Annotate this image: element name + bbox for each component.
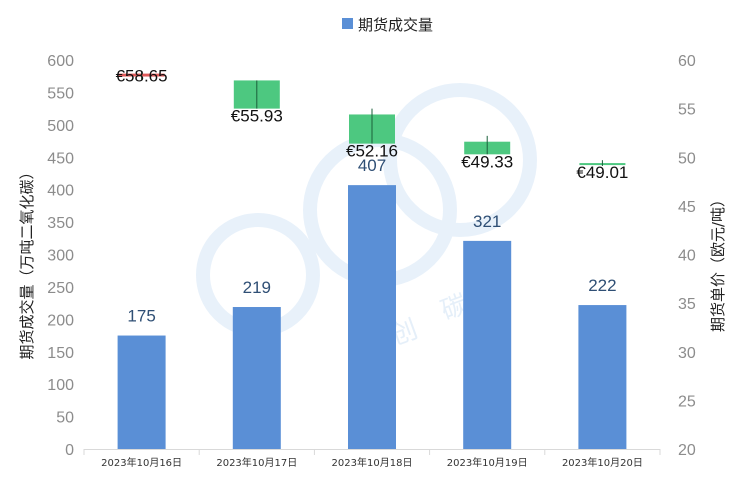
bar bbox=[463, 240, 512, 449]
price-label: €49.33 bbox=[461, 152, 513, 171]
y-left-tick-label: 350 bbox=[47, 215, 74, 232]
y-left-tick-label: 0 bbox=[65, 442, 74, 459]
y-right-axis: 20 25 30 35 40 45 50 55 60 bbox=[678, 53, 696, 459]
x-tick-label: 2023年10月16日 bbox=[101, 456, 182, 469]
bar-series: 175 219 407 321 222 bbox=[117, 156, 627, 449]
y-left-tick-label: 600 bbox=[47, 53, 74, 70]
x-axis: 2023年10月16日 2023年10月17日 2023年10月18日 2023年10… bbox=[83, 449, 661, 469]
price-series: €58.65 €55.93 €52.16 €49.33 €49.01 bbox=[116, 67, 629, 182]
x-tick-label: 2023年10月19日 bbox=[447, 456, 528, 469]
y-right-tick-label: 20 bbox=[678, 442, 696, 459]
x-tick-label: 2023年10月18日 bbox=[332, 456, 413, 469]
y-left-axis: 0 50 100 150 200 250 300 350 400 450 500 550 600 bbox=[47, 53, 74, 459]
bar-value-label: 222 bbox=[588, 276, 616, 295]
price-label: €55.93 bbox=[231, 107, 283, 126]
x-tick-label: 2023年10月20日 bbox=[562, 456, 643, 469]
bar-value-label: 175 bbox=[127, 307, 155, 326]
bar-value-label: 407 bbox=[358, 156, 386, 175]
price-label: €49.01 bbox=[576, 163, 628, 182]
y-left-tick-label: 300 bbox=[47, 248, 74, 265]
y-right-tick-label: 55 bbox=[678, 102, 696, 119]
x-tick-label: 2023年10月17日 bbox=[216, 456, 297, 469]
price-label: €58.65 bbox=[116, 67, 168, 86]
y-right-axis-title: 期货单价（欧元/吨） bbox=[709, 192, 727, 332]
y-left-axis-title: 期货成交量（万吨二氧化碳） bbox=[18, 164, 36, 359]
bar bbox=[348, 185, 396, 449]
bar bbox=[232, 307, 281, 449]
bar-value-label: 321 bbox=[473, 212, 501, 231]
legend: 期货成交量 bbox=[342, 16, 433, 34]
y-left-tick-label: 100 bbox=[47, 377, 74, 394]
y-right-tick-label: 50 bbox=[678, 150, 696, 167]
y-right-tick-label: 45 bbox=[678, 199, 696, 216]
y-left-tick-label: 150 bbox=[47, 345, 74, 362]
price-label: €52.16 bbox=[346, 142, 398, 161]
y-right-tick-label: 30 bbox=[678, 345, 696, 362]
bar bbox=[578, 305, 627, 449]
y-right-tick-label: 40 bbox=[678, 248, 696, 265]
y-left-tick-label: 550 bbox=[47, 85, 74, 102]
y-left-tick-label: 500 bbox=[47, 118, 74, 135]
y-left-tick-label: 250 bbox=[47, 280, 74, 297]
y-right-tick-label: 35 bbox=[678, 296, 696, 313]
y-left-tick-label: 400 bbox=[47, 183, 74, 200]
y-left-tick-label: 200 bbox=[47, 312, 74, 329]
legend-swatch bbox=[342, 18, 353, 29]
y-right-tick-label: 60 bbox=[678, 53, 696, 70]
bar bbox=[117, 335, 166, 449]
y-left-tick-label: 50 bbox=[56, 410, 74, 427]
y-right-tick-label: 25 bbox=[678, 393, 696, 410]
bar-value-label: 219 bbox=[243, 278, 271, 297]
legend-entry: 期货成交量 bbox=[358, 16, 433, 34]
y-left-tick-label: 450 bbox=[47, 150, 74, 167]
